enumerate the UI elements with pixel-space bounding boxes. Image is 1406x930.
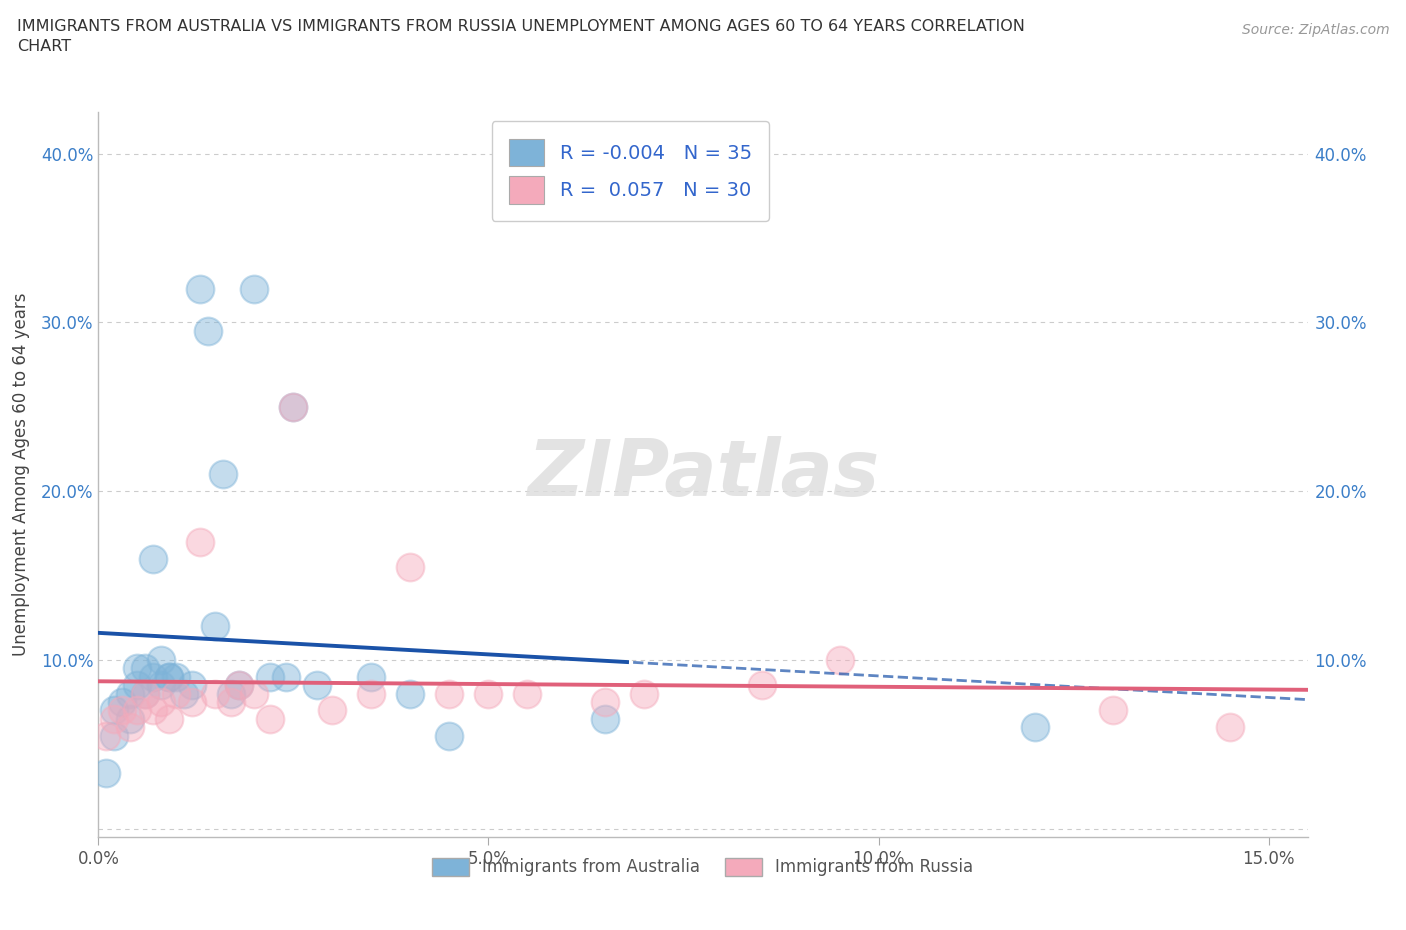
Point — [228, 678, 250, 693]
Point — [96, 765, 118, 780]
Point — [142, 703, 165, 718]
Point — [212, 467, 235, 482]
Point — [127, 661, 149, 676]
Point — [142, 670, 165, 684]
Point — [103, 728, 125, 743]
Point — [1024, 720, 1046, 735]
Point — [321, 703, 343, 718]
Point — [103, 711, 125, 726]
Point — [828, 653, 851, 668]
Point — [118, 720, 141, 735]
Point — [204, 686, 226, 701]
Legend: Immigrants from Australia, Immigrants from Russia: Immigrants from Australia, Immigrants fr… — [426, 851, 980, 884]
Point — [204, 618, 226, 633]
Point — [127, 678, 149, 693]
Point — [360, 670, 382, 684]
Point — [751, 678, 773, 693]
Point — [595, 695, 617, 710]
Point — [243, 281, 266, 296]
Point — [1219, 720, 1241, 735]
Point — [399, 686, 422, 701]
Point — [274, 670, 297, 684]
Point — [188, 281, 211, 296]
Point — [243, 686, 266, 701]
Text: IMMIGRANTS FROM AUSTRALIA VS IMMIGRANTS FROM RUSSIA UNEMPLOYMENT AMONG AGES 60 T: IMMIGRANTS FROM AUSTRALIA VS IMMIGRANTS … — [17, 19, 1025, 33]
Point — [165, 686, 187, 701]
Point — [149, 653, 172, 668]
Point — [142, 551, 165, 566]
Point — [439, 686, 461, 701]
Point — [134, 686, 156, 701]
Point — [111, 703, 134, 718]
Point — [595, 711, 617, 726]
Point — [118, 686, 141, 701]
Point — [633, 686, 655, 701]
Point — [259, 711, 281, 726]
Point — [149, 695, 172, 710]
Point — [197, 324, 219, 339]
Point — [103, 703, 125, 718]
Y-axis label: Unemployment Among Ages 60 to 64 years: Unemployment Among Ages 60 to 64 years — [11, 293, 30, 656]
Point — [283, 399, 305, 414]
Point — [181, 695, 204, 710]
Point — [1101, 703, 1123, 718]
Point — [188, 535, 211, 550]
Point — [157, 670, 180, 684]
Point — [360, 686, 382, 701]
Point — [173, 686, 195, 701]
Point — [111, 695, 134, 710]
Point — [165, 670, 187, 684]
Point — [157, 711, 180, 726]
Point — [127, 703, 149, 718]
Point — [516, 686, 538, 701]
Point — [283, 399, 305, 414]
Point — [259, 670, 281, 684]
Point — [134, 686, 156, 701]
Text: ZIPatlas: ZIPatlas — [527, 436, 879, 512]
Point — [149, 678, 172, 693]
Point — [134, 661, 156, 676]
Point — [477, 686, 499, 701]
Point — [305, 678, 328, 693]
Point — [399, 560, 422, 575]
Point — [157, 670, 180, 684]
Point — [219, 686, 242, 701]
Point — [439, 728, 461, 743]
Text: CHART: CHART — [17, 39, 70, 54]
Point — [96, 728, 118, 743]
Point — [118, 711, 141, 726]
Point — [219, 695, 242, 710]
Point — [181, 678, 204, 693]
Point — [228, 678, 250, 693]
Text: Source: ZipAtlas.com: Source: ZipAtlas.com — [1241, 23, 1389, 37]
